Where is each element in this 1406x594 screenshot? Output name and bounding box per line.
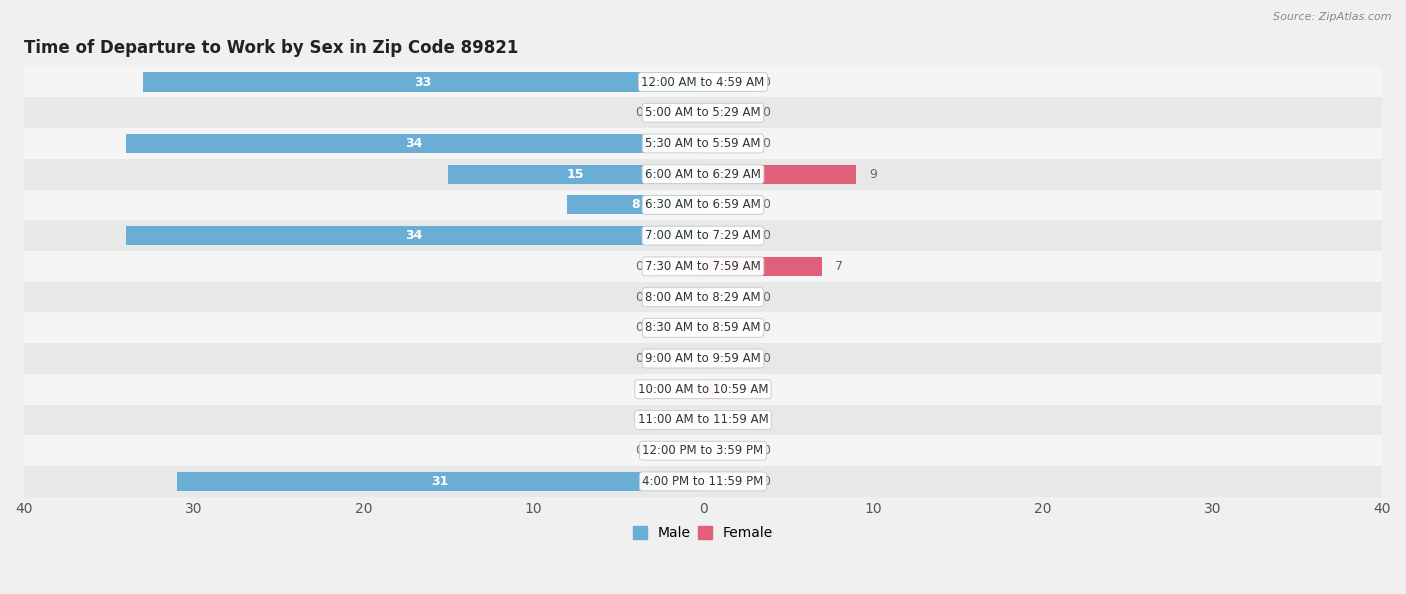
Text: 5:00 AM to 5:29 AM: 5:00 AM to 5:29 AM (645, 106, 761, 119)
Bar (652, 103, 703, 122)
Bar (24, 67, 1382, 97)
Text: 34: 34 (406, 137, 423, 150)
Text: 12:00 AM to 4:59 AM: 12:00 AM to 4:59 AM (641, 75, 765, 89)
Bar (24, 374, 1382, 405)
Text: 9:00 AM to 9:59 AM: 9:00 AM to 9:59 AM (645, 352, 761, 365)
Legend: Male, Female: Male, Female (627, 521, 779, 546)
Bar (652, 349, 703, 368)
Text: 0: 0 (762, 106, 770, 119)
Text: 34: 34 (406, 229, 423, 242)
Text: 8:30 AM to 8:59 AM: 8:30 AM to 8:59 AM (645, 321, 761, 334)
Text: 7: 7 (835, 260, 844, 273)
Text: 0: 0 (762, 229, 770, 242)
Bar (703, 287, 754, 307)
Text: 33: 33 (415, 75, 432, 89)
Text: 15: 15 (567, 168, 585, 181)
Text: 0: 0 (636, 444, 644, 457)
Bar (24, 159, 1382, 189)
Bar (24, 405, 1382, 435)
Text: 0: 0 (636, 352, 644, 365)
Text: 0: 0 (636, 383, 644, 396)
Text: 7:00 AM to 7:29 AM: 7:00 AM to 7:29 AM (645, 229, 761, 242)
Text: 0: 0 (636, 321, 644, 334)
Bar (652, 318, 703, 337)
Bar (703, 195, 754, 214)
Text: 0: 0 (762, 352, 770, 365)
Bar (24, 128, 1382, 159)
Bar (24, 97, 1382, 128)
Text: 0: 0 (636, 413, 644, 426)
Text: 0: 0 (762, 290, 770, 304)
Bar (24, 282, 1382, 312)
Bar (449, 165, 703, 184)
Bar (652, 287, 703, 307)
Text: 10:00 AM to 10:59 AM: 10:00 AM to 10:59 AM (638, 383, 768, 396)
Bar (24, 251, 1382, 282)
Text: 0: 0 (762, 75, 770, 89)
Text: 5:30 AM to 5:59 AM: 5:30 AM to 5:59 AM (645, 137, 761, 150)
Bar (703, 134, 754, 153)
Text: 1: 1 (734, 383, 741, 396)
Bar (24, 312, 1382, 343)
Text: 8: 8 (631, 198, 640, 211)
Bar (24, 343, 1382, 374)
Bar (177, 472, 703, 491)
Text: 0: 0 (762, 413, 770, 426)
Bar (703, 103, 754, 122)
Text: 0: 0 (636, 260, 644, 273)
Text: 7:30 AM to 7:59 AM: 7:30 AM to 7:59 AM (645, 260, 761, 273)
Bar (142, 72, 703, 91)
Text: 0: 0 (762, 444, 770, 457)
Text: 31: 31 (432, 475, 449, 488)
Bar (125, 226, 703, 245)
Bar (24, 220, 1382, 251)
Text: 8:00 AM to 8:29 AM: 8:00 AM to 8:29 AM (645, 290, 761, 304)
Text: 12:00 PM to 3:59 PM: 12:00 PM to 3:59 PM (643, 444, 763, 457)
Text: 9: 9 (869, 168, 877, 181)
Bar (652, 380, 703, 399)
Text: 0: 0 (636, 290, 644, 304)
Bar (24, 435, 1382, 466)
Bar (567, 195, 703, 214)
Bar (652, 441, 703, 460)
Text: 0: 0 (762, 475, 770, 488)
Text: 6:00 AM to 6:29 AM: 6:00 AM to 6:29 AM (645, 168, 761, 181)
Bar (703, 410, 754, 429)
Text: 0: 0 (636, 106, 644, 119)
Bar (703, 349, 754, 368)
Bar (703, 441, 754, 460)
Bar (703, 380, 720, 399)
Bar (703, 165, 856, 184)
Text: 6:30 AM to 6:59 AM: 6:30 AM to 6:59 AM (645, 198, 761, 211)
Bar (703, 257, 823, 276)
Text: 0: 0 (762, 137, 770, 150)
Bar (652, 257, 703, 276)
Bar (652, 410, 703, 429)
Bar (703, 226, 754, 245)
Text: 0: 0 (762, 198, 770, 211)
Text: 11:00 AM to 11:59 AM: 11:00 AM to 11:59 AM (638, 413, 768, 426)
Text: Source: ZipAtlas.com: Source: ZipAtlas.com (1274, 12, 1392, 22)
Bar (24, 466, 1382, 497)
Bar (703, 472, 754, 491)
Bar (703, 318, 754, 337)
Text: 4:00 PM to 11:59 PM: 4:00 PM to 11:59 PM (643, 475, 763, 488)
Bar (125, 134, 703, 153)
Bar (703, 72, 754, 91)
Text: 0: 0 (762, 321, 770, 334)
Bar (24, 189, 1382, 220)
Text: Time of Departure to Work by Sex in Zip Code 89821: Time of Departure to Work by Sex in Zip … (24, 39, 519, 57)
